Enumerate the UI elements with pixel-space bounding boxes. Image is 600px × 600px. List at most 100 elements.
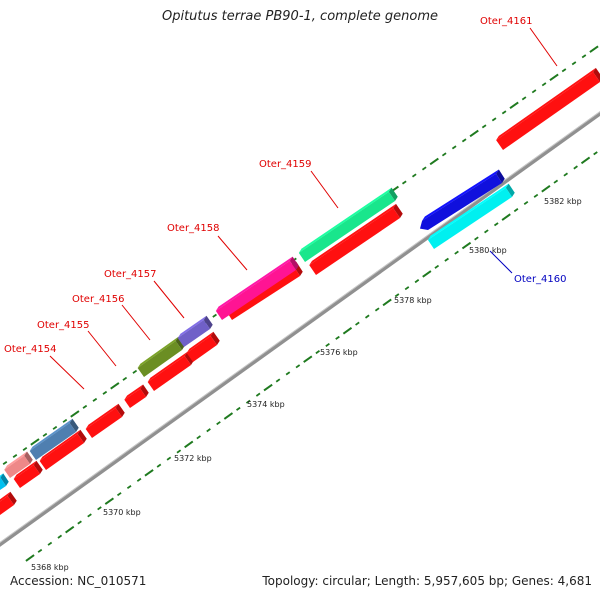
gene-bar-4160 (419, 169, 505, 230)
lower-tick (533, 193, 539, 198)
gene-label[interactable]: Oter_4161 (480, 16, 533, 27)
cds-bar-top (496, 67, 596, 141)
gene-label[interactable]: Oter_4154 (4, 344, 57, 355)
lower-tick (382, 298, 392, 307)
lower-tick (263, 383, 273, 392)
leader-line (529, 27, 558, 67)
gene-bar-4159 (298, 187, 398, 262)
lower-tick (236, 406, 241, 411)
gene-bar-4156-end (175, 336, 185, 350)
upper-tick (501, 110, 507, 115)
gene-label[interactable]: Oter_4156 (72, 294, 125, 305)
gene-bar-4156-top (137, 336, 179, 369)
cds-bar (496, 67, 600, 150)
cds-bar-top (124, 384, 144, 400)
cds-bar (147, 351, 194, 391)
gene-bar-4154-end (69, 418, 79, 432)
cds-bar-top (0, 491, 11, 502)
lower-tick (65, 525, 75, 534)
upper-tick (429, 157, 439, 166)
cds-bar-front (496, 72, 600, 150)
upper-tick (531, 89, 537, 94)
upper-tick (62, 418, 68, 423)
gene-label[interactable]: Oter_4160 (514, 274, 567, 285)
upper-tick (82, 404, 88, 409)
kbp-scale: 5368 kbp 5370 kbp 5372 kbp 5374 kbp 5376… (31, 197, 582, 572)
gene-bar-4160-cds-end (505, 183, 515, 197)
lower-tick (454, 250, 459, 255)
upper-tick (12, 453, 18, 458)
cds-bar (0, 491, 17, 515)
lower-tick (216, 421, 221, 426)
cds-bar-end (593, 67, 600, 82)
cds-bar-front (124, 388, 146, 408)
lower-tick (255, 392, 261, 397)
accession-text: Accession: NC_010571 (10, 574, 147, 588)
upper-tick (451, 145, 457, 150)
upper-tick (491, 117, 497, 122)
gene-bar-4156-front (137, 341, 182, 377)
gene-bar-4160-top (422, 169, 499, 221)
kbp-label: 5376 kbp (320, 348, 358, 357)
lower-tick (166, 456, 172, 461)
gene-label[interactable]: Oter_4159 (259, 159, 312, 170)
gene-bar-4158-front (215, 260, 296, 320)
cds-bar-front (85, 407, 122, 438)
lower-tick (206, 428, 211, 433)
lower-tick (474, 236, 479, 241)
cds-bar (13, 460, 43, 488)
gene-bar-4160-end (496, 169, 505, 183)
upper-tick (132, 369, 138, 374)
gene-bar-4159-front (298, 191, 395, 262)
genome-backbone (0, 110, 600, 547)
cds-bar-end (140, 384, 149, 397)
gene-label[interactable]: Oter_4158 (167, 223, 220, 234)
lower-tick (394, 293, 400, 298)
upper-tick (411, 173, 417, 178)
upper-tick (461, 138, 467, 143)
lower-tick (513, 208, 519, 213)
gene-bar-4159-end (388, 187, 398, 201)
lower-tick (315, 350, 321, 355)
gene-label[interactable]: Oter_4155 (37, 320, 90, 331)
gene-bar-cyan (0, 473, 9, 490)
upper-tick (469, 129, 479, 138)
lower-tick (87, 513, 92, 518)
leader-line (153, 280, 185, 319)
upper-tick (541, 82, 547, 87)
gene-bar-4158-top (215, 256, 293, 311)
cds-bar (85, 403, 125, 438)
gene-bar-4154-front (29, 422, 76, 460)
lower-tick (57, 534, 63, 539)
upper-tick (481, 124, 487, 129)
upper-tick (561, 68, 567, 73)
lower-tick (335, 335, 340, 340)
gene-bar-4157 (177, 315, 213, 347)
upper-tick (581, 54, 587, 59)
gene-features (0, 67, 600, 515)
gene-bar-4154-top (29, 418, 73, 451)
lower-tick (414, 279, 420, 284)
cds-bar-front (147, 355, 191, 391)
gene-bar-cyan-top (0, 473, 4, 478)
lower-tick (77, 520, 82, 525)
cds-bar (309, 203, 403, 275)
lower-tick (176, 449, 182, 454)
gene-bar-4160-cds-front (427, 187, 512, 249)
cds-bar-front (39, 434, 84, 470)
lower-tick (47, 541, 53, 546)
cds-bar (39, 429, 87, 470)
upper-tick (30, 438, 40, 446)
gene-label[interactable]: Oter_4157 (104, 269, 157, 280)
lower-tick (37, 548, 43, 553)
gene-bar-pink (4, 451, 33, 478)
lower-tick (553, 179, 559, 184)
cds-bar-front (309, 208, 400, 275)
lower-tick (434, 264, 440, 269)
topology-text: Topology: circular; Length: 5,957,605 bp… (262, 574, 592, 588)
leader-line (87, 330, 117, 367)
lower-tick (593, 151, 598, 156)
upper-tick (70, 410, 80, 418)
lower-tick (104, 497, 115, 505)
